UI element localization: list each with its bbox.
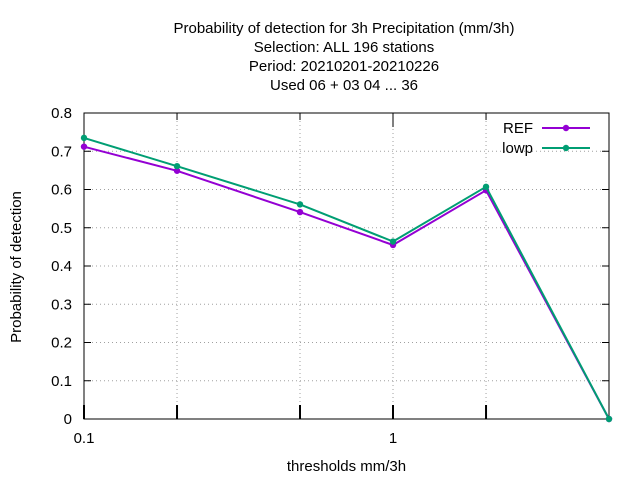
legend: REF lowp <box>502 120 590 157</box>
data-point <box>80 143 88 150</box>
series-lines <box>80 134 613 423</box>
data-point <box>173 167 181 174</box>
x-tick-label: 0.1 <box>74 430 95 447</box>
chart-title-line: Used 06 + 03 04 ... 36 <box>270 77 418 94</box>
series-line <box>83 136 610 420</box>
data-point <box>296 201 304 208</box>
chart-title-line: Selection: ALL 196 stations <box>254 39 434 56</box>
y-tick-label: 0.2 <box>51 335 72 352</box>
chart-title: Probability of detection for 3h Precipit… <box>174 20 515 94</box>
x-tick-label: 1 <box>389 430 397 447</box>
data-point <box>296 208 304 216</box>
plot-frame <box>83 112 610 420</box>
data-point <box>605 415 613 423</box>
data-point <box>482 183 490 191</box>
chart-title-line: Period: 20210201-20210226 <box>249 58 439 75</box>
legend-label: lowp <box>502 140 533 157</box>
data-point <box>389 238 397 245</box>
y-tick-label: 0 <box>64 411 72 428</box>
chart-title-line: Probability of detection for 3h Precipit… <box>174 20 515 37</box>
y-tick-label: 0.4 <box>51 258 72 275</box>
y-axis-label: Probability of detection <box>8 191 25 343</box>
series-lowp <box>80 134 613 423</box>
y-tick-label: 0.3 <box>51 296 72 313</box>
legend-marker <box>562 144 570 152</box>
axis-ticks: 00.10.20.30.40.50.60.70.80.1 1 <box>51 105 609 447</box>
grid-lines <box>84 113 609 419</box>
data-point <box>173 162 181 170</box>
series-line <box>83 145 610 420</box>
y-tick-label: 0.7 <box>51 143 72 160</box>
y-tick-label: 0.1 <box>51 373 72 390</box>
x-axis-label: thresholds mm/3h <box>287 458 406 475</box>
legend-marker <box>562 124 570 132</box>
legend-label: REF <box>503 120 533 137</box>
y-tick-label: 0.6 <box>51 182 72 199</box>
y-tick-label: 0.5 <box>51 220 72 237</box>
y-tick-label: 0.8 <box>51 105 72 122</box>
data-point <box>80 134 88 142</box>
